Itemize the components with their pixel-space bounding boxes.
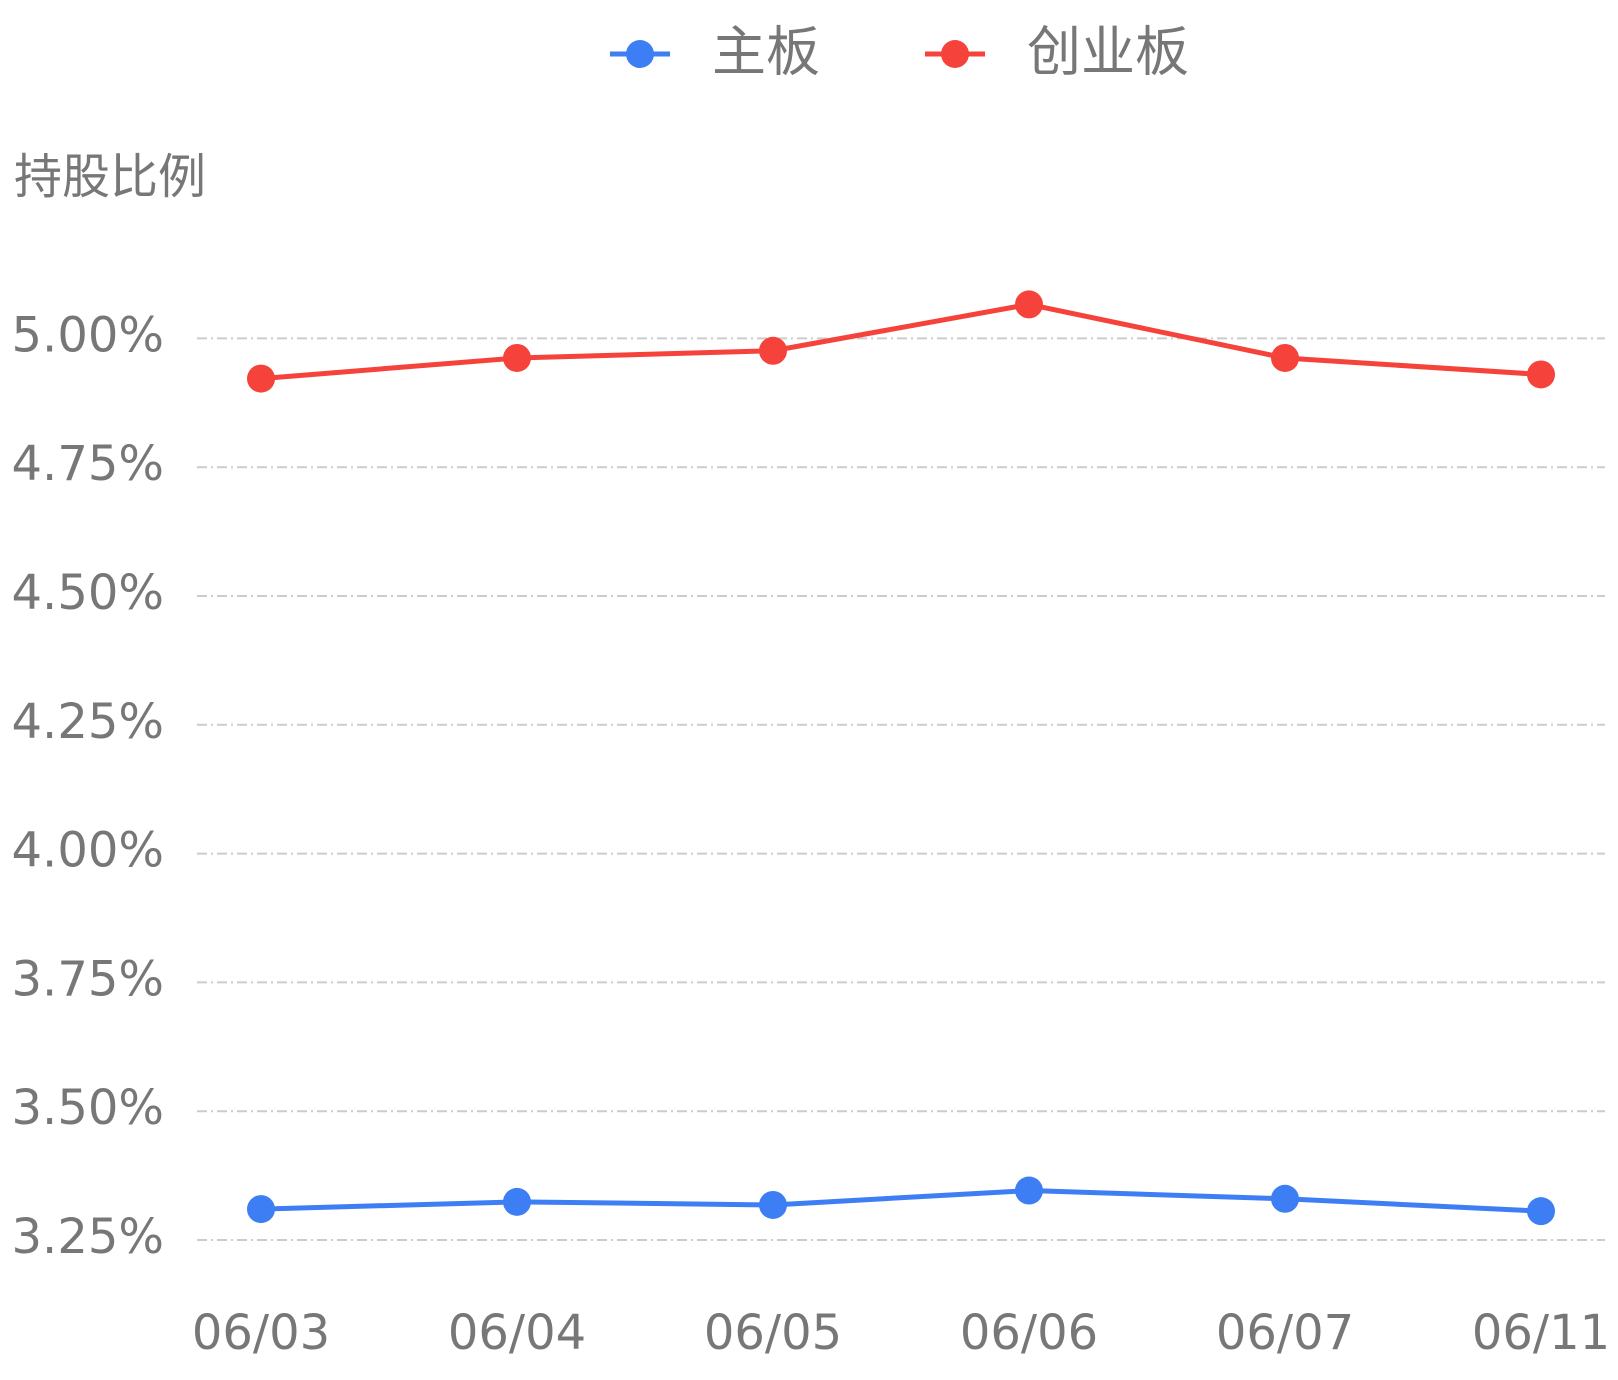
y-tick-label: 4.50%: [12, 565, 164, 621]
y-tick-label: 4.00%: [12, 823, 164, 879]
y-axis-title: 持股比例: [14, 149, 206, 205]
y-tick-label: 4.75%: [12, 436, 164, 492]
legend-label: 创业板: [1027, 21, 1189, 84]
series-line: [260, 1188, 1542, 1214]
legend-marker: [626, 40, 654, 68]
legend-marker: [941, 40, 969, 68]
x-tick-label: 06/06: [960, 1305, 1098, 1361]
data-point: [1527, 360, 1555, 389]
y-tick-label: 5.00%: [12, 307, 164, 363]
x-tick-label: 06/03: [192, 1305, 330, 1361]
data-point: [1271, 1184, 1299, 1213]
legend-label: 主板: [712, 21, 820, 84]
data-point: [1527, 1197, 1555, 1226]
x-tick-label: 06/07: [1216, 1305, 1354, 1361]
data-point: [1015, 290, 1043, 319]
x-tick-label: 06/04: [448, 1305, 586, 1361]
data-point: [1015, 1176, 1043, 1205]
data-point: [759, 1190, 787, 1219]
data-point: [247, 1195, 275, 1224]
data-point: [503, 1187, 531, 1216]
series-line: [260, 301, 1542, 382]
y-tick-label: 3.25%: [12, 1209, 164, 1265]
data-point: [247, 364, 275, 393]
data-point: [759, 336, 787, 365]
x-tick-label: 06/05: [704, 1305, 842, 1361]
y-tick-label: 3.50%: [12, 1080, 164, 1136]
y-tick-label: 4.25%: [12, 694, 164, 750]
x-tick-label: 06/11: [1472, 1305, 1610, 1361]
data-point: [503, 343, 531, 372]
data-point: [1271, 343, 1299, 372]
y-tick-label: 3.75%: [12, 951, 164, 1007]
